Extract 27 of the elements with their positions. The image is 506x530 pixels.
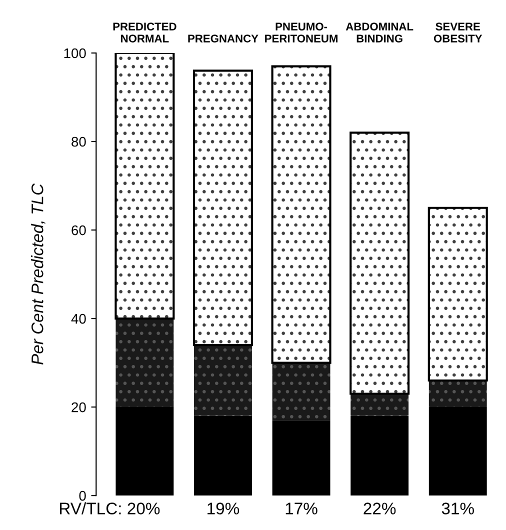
bar [350, 394, 409, 416]
bar [116, 407, 174, 496]
y-axis-title: Per Cent Predicted, TLC [31, 183, 46, 365]
bar [272, 420, 330, 496]
text: 19% [208, 502, 240, 514]
x-tick-label: SEVERE OBESITY [434, 22, 482, 42]
x-tick-label: PREGNANCY [188, 34, 258, 42]
bar [350, 416, 409, 496]
text: 22% [364, 502, 396, 514]
text: 31% [442, 502, 474, 514]
x-tick-label: PREDICTED NORMAL [113, 22, 176, 42]
bar [194, 345, 252, 416]
y-tick-label: 60 [72, 225, 86, 236]
text: 17% [286, 502, 318, 514]
text: RV/TLC: 20% [60, 502, 160, 514]
y-tick-label: 20 [72, 402, 86, 412]
bar [428, 380, 487, 408]
x-tick-label: ABDOMINAL BINDING [346, 22, 414, 42]
y-tick-label: 80 [72, 136, 86, 147]
y-tick-label: 100 [64, 48, 86, 58]
y-tick-label: 0 [79, 490, 86, 501]
x-tick-label: PNEUMO- PERITONEUM [265, 22, 338, 42]
bar [194, 416, 252, 496]
y-tick-label: 40 [71, 314, 86, 324]
bar [116, 318, 174, 408]
bar [272, 362, 330, 420]
bar [428, 407, 487, 496]
